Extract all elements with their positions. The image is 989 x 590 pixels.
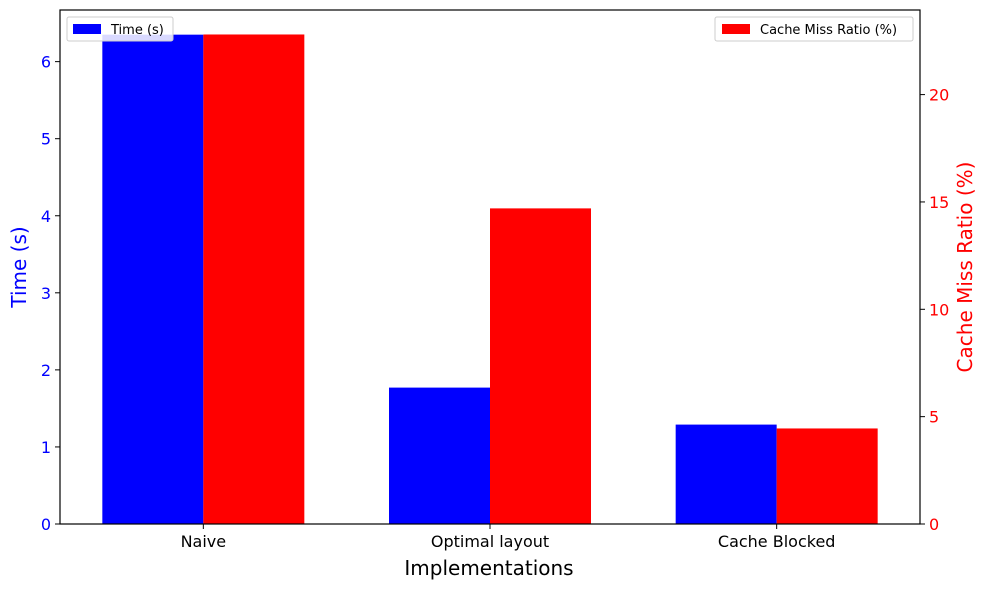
left-tick-label: 3	[41, 284, 51, 303]
legend-time-box	[66, 16, 174, 42]
x-axis: Naive Optimal layout Cache Blocked	[181, 524, 836, 551]
x-tick-label: Optimal layout	[431, 532, 549, 551]
right-tick-label: 20	[929, 86, 949, 105]
right-tick-label: 15	[929, 193, 949, 212]
x-tick-label: Cache Blocked	[718, 532, 836, 551]
cache-miss-bar-2	[776, 428, 878, 524]
time-bar-0	[102, 34, 204, 525]
left-tick-label: 0	[41, 515, 51, 534]
legend-cache-miss-box	[714, 16, 914, 42]
left-tick-label: 5	[41, 130, 51, 149]
legend-cache-miss-swatch	[722, 24, 750, 34]
bars-layer	[102, 34, 878, 525]
left-tick-label: 1	[41, 438, 51, 457]
time-bar-1	[389, 387, 490, 524]
left-tick-label: 2	[41, 361, 51, 380]
cache-miss-bar-1	[490, 208, 591, 524]
cache-miss-bar-0	[203, 34, 305, 524]
right-tick-label: 5	[929, 408, 939, 427]
left-tick-label: 4	[41, 207, 51, 226]
left-tick-label: 6	[41, 53, 51, 72]
right-y-axis: 0 5 10 15 20	[920, 86, 949, 534]
legend-cache-miss: Cache Miss Ratio (%)	[714, 16, 914, 42]
legend-time: Time (s)	[66, 16, 174, 42]
x-axis-title: Implementations	[404, 556, 573, 580]
legend-cache-miss-label: Cache Miss Ratio (%)	[760, 23, 897, 38]
left-axis-title: Time (s)	[7, 226, 31, 308]
right-axis-title: Cache Miss Ratio (%)	[953, 162, 977, 373]
legend-time-label: Time (s)	[110, 23, 164, 38]
left-y-axis: 0 1 2 3 4 5 6	[41, 53, 60, 534]
time-bar-2	[675, 424, 777, 524]
right-tick-label: 10	[929, 300, 949, 319]
x-tick-label: Naive	[181, 532, 227, 551]
right-tick-label: 0	[929, 515, 939, 534]
legend-time-swatch	[73, 24, 101, 34]
